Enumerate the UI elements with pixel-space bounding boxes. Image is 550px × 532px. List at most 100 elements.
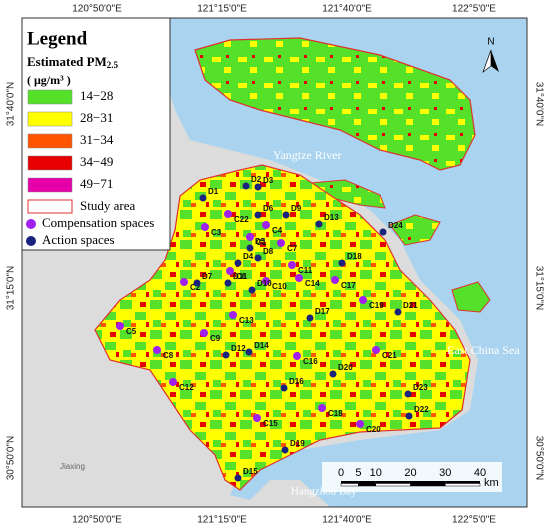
scale-segment xyxy=(410,481,446,484)
point-label: D4 xyxy=(243,252,254,261)
compensation-space xyxy=(262,221,270,229)
legend-swatch xyxy=(26,219,36,229)
point-label: D5 xyxy=(255,237,266,246)
legend-label: Study area xyxy=(80,198,135,213)
point-label: C21 xyxy=(382,351,397,360)
compensation-space xyxy=(288,261,296,269)
compensation-space xyxy=(356,420,364,428)
compensation-space xyxy=(262,277,270,285)
compensation-space xyxy=(200,329,208,337)
compensation-space xyxy=(180,278,188,286)
point-label: C13 xyxy=(239,316,254,325)
point-label: D8 xyxy=(263,247,274,256)
legend-subtitle: Estimated PM2.5 xyxy=(27,54,119,70)
place-label: Yangtze River xyxy=(273,148,341,162)
north-arrow: N xyxy=(482,37,499,73)
point-label: C9 xyxy=(210,334,221,343)
legend-label: Action spaces xyxy=(42,232,115,247)
compensation-space xyxy=(116,322,124,330)
legend-label: 28−31 xyxy=(80,110,113,125)
action-space xyxy=(329,370,337,378)
lon-label: 121°15'0"E xyxy=(197,515,247,526)
point-label: D7 xyxy=(202,272,213,281)
scale-segment xyxy=(341,481,359,484)
lat-label: 30°50'0"N xyxy=(533,436,544,481)
action-space xyxy=(338,259,346,267)
legend-swatch xyxy=(27,89,73,105)
point-label: C18 xyxy=(328,409,343,418)
point-label: D9 xyxy=(291,204,302,213)
legend-swatch xyxy=(27,133,73,149)
lat-label: 31°40'0"N xyxy=(533,82,544,127)
scale-segment xyxy=(445,481,480,484)
scale-tick-label: 0 xyxy=(338,467,344,479)
lat-label: 30°50'0"N xyxy=(6,436,17,481)
legend-label: 31−34 xyxy=(80,132,114,147)
scale-unit: km xyxy=(484,477,499,489)
point-label: C7 xyxy=(287,244,298,253)
lat-label: 31°15'0"N xyxy=(533,266,544,311)
point-label: C11 xyxy=(298,266,313,275)
action-space xyxy=(280,384,288,392)
legend-swatch xyxy=(26,236,36,246)
lat-label: 31°15'0"N xyxy=(6,266,17,311)
action-space xyxy=(199,194,207,202)
action-space xyxy=(379,228,387,236)
action-space xyxy=(315,220,323,228)
point-label: C14 xyxy=(305,279,320,288)
point-label: C15 xyxy=(263,419,278,428)
compensation-space xyxy=(253,414,261,422)
action-space xyxy=(234,474,242,482)
action-space xyxy=(246,244,254,252)
point-label: D24 xyxy=(388,221,403,230)
point-label: C16 xyxy=(303,357,318,366)
scale-segment xyxy=(358,483,376,487)
point-label: D19 xyxy=(290,439,305,448)
place-label: Jiaxing xyxy=(60,462,85,471)
point-label: D16 xyxy=(289,377,304,386)
point-label: D10 xyxy=(257,279,272,288)
legend-swatch xyxy=(27,177,73,193)
point-label: D3 xyxy=(263,176,274,185)
point-label: C1 xyxy=(256,238,267,247)
action-space xyxy=(222,351,230,359)
islet xyxy=(451,281,491,313)
compensation-space xyxy=(226,267,234,275)
compensation-space xyxy=(224,210,232,218)
compensation-space xyxy=(246,233,254,241)
action-space xyxy=(224,279,232,287)
scale-segment xyxy=(340,483,359,487)
point-label: C5 xyxy=(126,327,137,336)
point-label: D22 xyxy=(414,405,429,414)
compensation-space xyxy=(201,223,209,231)
legend-swatch xyxy=(27,111,73,127)
hengsha-island xyxy=(389,214,441,246)
place-label: East China Sea xyxy=(447,343,520,357)
compensation-space xyxy=(169,378,177,386)
point-label: C22 xyxy=(234,215,249,224)
lat-label: 31°40'0"N xyxy=(6,82,17,127)
scale-segment xyxy=(375,483,411,487)
point-label: D1 xyxy=(208,187,219,196)
legend-swatch xyxy=(27,155,73,171)
legend-subscript: 2.5 xyxy=(107,60,119,70)
legend-label: 34−49 xyxy=(80,154,113,169)
point-label: D14 xyxy=(254,341,269,350)
lon-label: 120°50'0"E xyxy=(72,4,122,15)
compensation-space xyxy=(229,311,237,319)
scale-tick-label: 20 xyxy=(404,467,416,479)
north-label: N xyxy=(487,37,494,48)
action-space xyxy=(248,286,256,294)
lon-label: 121°40'0"E xyxy=(322,4,372,15)
action-space xyxy=(242,182,250,190)
scale-segment xyxy=(358,481,376,484)
action-space xyxy=(404,390,412,398)
compensation-space xyxy=(295,274,303,282)
point-label: D6 xyxy=(263,204,274,213)
lon-label: 122°5'0"E xyxy=(452,515,496,526)
scale-tick-label: 40 xyxy=(474,467,486,479)
point-label: C6 xyxy=(236,272,247,281)
point-label: C10 xyxy=(272,282,287,291)
